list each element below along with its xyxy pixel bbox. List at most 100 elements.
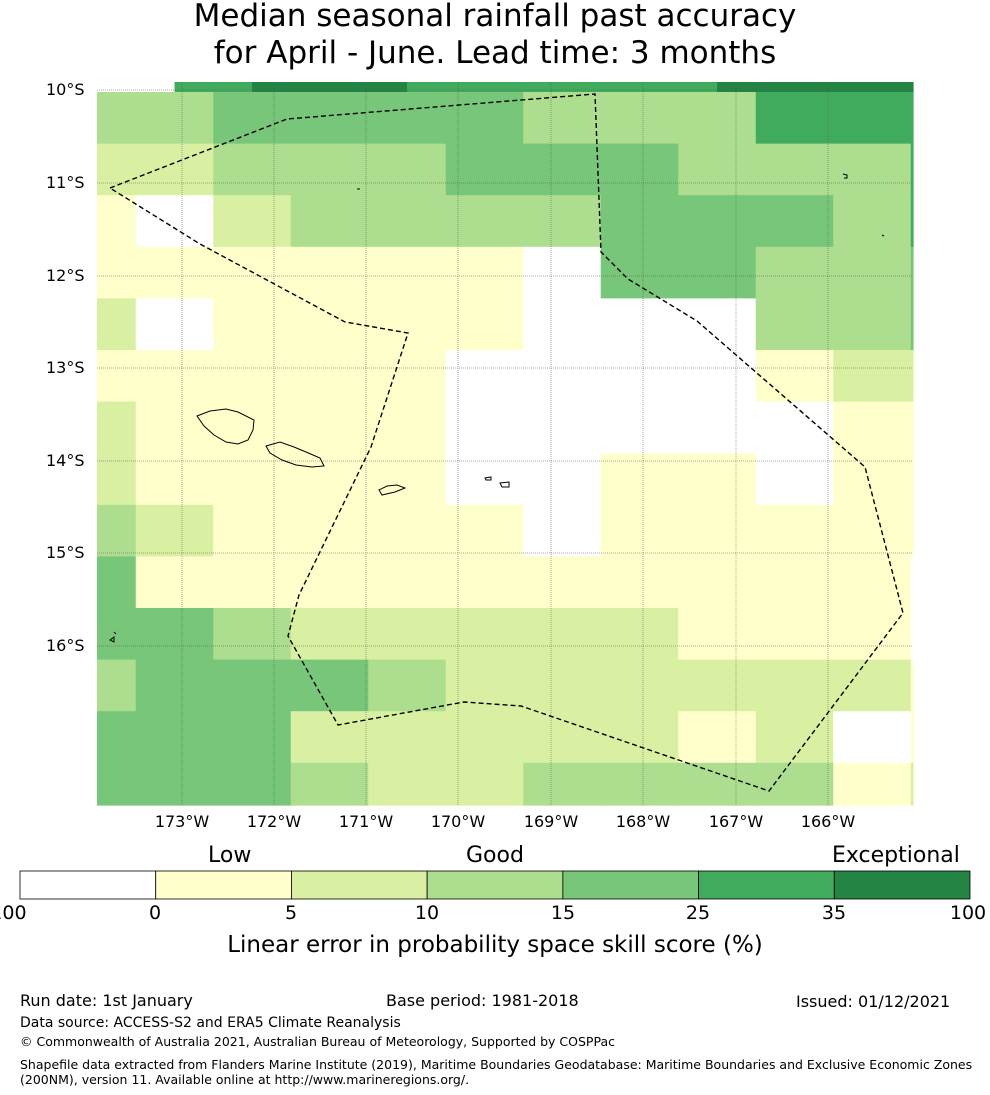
grid-cell <box>600 608 679 661</box>
grid-cell <box>678 453 757 506</box>
grid-cell <box>755 659 834 712</box>
grid-cell <box>135 762 214 806</box>
grid-cell <box>213 401 292 454</box>
grid-cell <box>484 82 563 93</box>
grid-cell <box>910 659 914 712</box>
grid-cell <box>833 556 912 609</box>
grid-cell <box>678 92 757 145</box>
grid-cell <box>252 82 331 93</box>
grid-cell <box>368 401 447 454</box>
island-tau <box>499 481 510 488</box>
grid-cell <box>290 143 369 196</box>
grid-cell <box>678 762 757 806</box>
skill-grid <box>97 82 914 806</box>
grid-cell <box>600 504 679 557</box>
grid-cell <box>97 608 137 661</box>
grid-cell <box>213 350 292 403</box>
grid-cell <box>97 350 137 403</box>
grid-cell <box>755 401 834 454</box>
grid-cell <box>833 143 912 196</box>
grid-cell <box>290 762 369 806</box>
grid-cell <box>213 195 292 248</box>
grid-cell <box>717 82 796 93</box>
grid-cell <box>833 246 912 299</box>
grid-cell <box>833 350 912 403</box>
grid-cell <box>678 350 757 403</box>
grid-cell <box>910 298 914 351</box>
island-atoll-e <box>881 234 885 237</box>
grid-cell <box>833 762 912 806</box>
grid-cell <box>678 195 757 248</box>
grid-cell <box>755 92 834 145</box>
grid-cell <box>290 453 369 506</box>
grid-cell <box>833 608 912 661</box>
colorbar-tick: -100 <box>0 902 27 924</box>
grid-cell <box>368 92 447 145</box>
grid-cell <box>135 711 214 764</box>
grid-cell <box>445 762 524 806</box>
grid-cell <box>445 246 524 299</box>
lon-label-167w: 167°W <box>708 812 764 831</box>
island-ofu <box>484 476 492 481</box>
grid-cell <box>368 350 447 403</box>
grid-cell <box>368 143 447 196</box>
grid-cell <box>678 298 757 351</box>
grid-cell <box>910 350 914 403</box>
grid-cell <box>523 298 602 351</box>
grid-cell <box>445 92 524 145</box>
lon-label-166w: 166°W <box>800 812 856 831</box>
grid-cell <box>600 762 679 806</box>
grid-cell <box>600 298 679 351</box>
grid-cell <box>910 143 914 196</box>
colorbar <box>19 870 971 900</box>
grid-cell <box>678 246 757 299</box>
grid-cell <box>135 298 214 351</box>
lat-label-13s: 13°S <box>46 358 85 377</box>
legend-category-good: Good <box>466 843 524 868</box>
grid-cell <box>755 762 834 806</box>
grid-cell <box>523 350 602 403</box>
grid-cell <box>368 608 447 661</box>
grid-cell <box>794 82 873 93</box>
grid-cell <box>329 82 408 93</box>
grid-cell <box>755 246 834 299</box>
lat-label-12s: 12°S <box>46 266 85 285</box>
grid-cell <box>523 762 602 806</box>
grid-cell <box>600 92 679 145</box>
colorbar-tick: 35 <box>821 902 847 924</box>
grid-cell <box>135 92 214 145</box>
grid-cell <box>833 92 912 145</box>
base-period: Base period: 1981-2018 <box>386 991 579 1010</box>
grid-cell <box>290 298 369 351</box>
grid-cell <box>290 246 369 299</box>
grid-cell <box>368 504 447 557</box>
grid-cell <box>135 556 214 609</box>
grid-cell <box>755 556 834 609</box>
grid-cell <box>910 195 914 248</box>
grid-cell <box>407 82 486 93</box>
grid-cell <box>910 504 914 557</box>
grid-cell <box>755 298 834 351</box>
lon-label-173w: 173°W <box>154 812 210 831</box>
grid-cell <box>97 504 137 557</box>
grid-cell <box>213 556 292 609</box>
lat-label-15s: 15°S <box>46 543 85 562</box>
shapefile-credit-line1: Shapefile data extracted from Flanders M… <box>20 1057 973 1072</box>
grid-cell <box>833 453 912 506</box>
colorbar-tick: 25 <box>685 902 711 924</box>
grid-cell <box>97 762 137 806</box>
grid-cell <box>135 246 214 299</box>
lon-label-172w: 172°W <box>246 812 302 831</box>
grid-cell <box>368 762 447 806</box>
grid-cell <box>290 608 369 661</box>
grid-cell <box>97 82 176 93</box>
grid-cell <box>755 143 834 196</box>
graticule <box>97 82 913 805</box>
grid-cell <box>600 246 679 299</box>
grid-cell <box>135 453 214 506</box>
grid-cell <box>97 453 137 506</box>
grid-cell <box>755 504 834 557</box>
colorbar-tick: 5 <box>284 902 298 924</box>
grid-cell <box>213 143 292 196</box>
